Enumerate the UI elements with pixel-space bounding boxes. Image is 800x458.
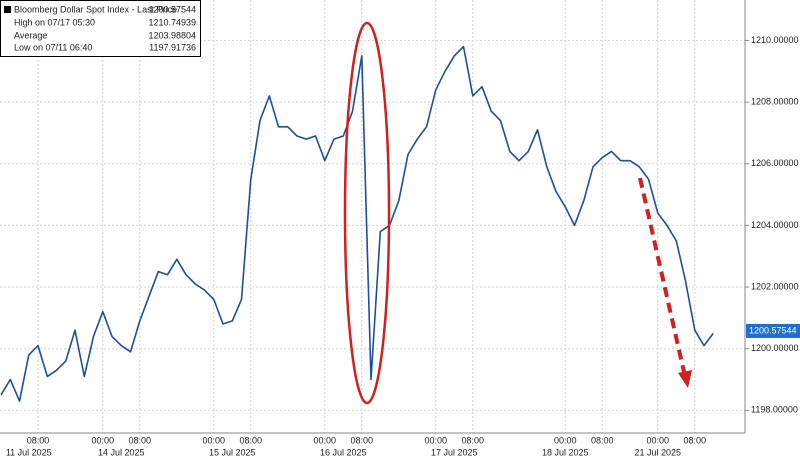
x-date-label: 14 Jul 2025 xyxy=(98,447,145,457)
y-tick-label: 1206.00000 xyxy=(751,158,799,168)
y-tick-label: 1208.00000 xyxy=(751,96,799,106)
y-tick-label: 1210.00000 xyxy=(751,35,799,45)
x-tick-label: 08:00 xyxy=(239,435,262,445)
legend-label: Low on 07/11 06:40 xyxy=(14,42,92,52)
x-tick-label: 08:00 xyxy=(350,435,373,445)
x-date-label: 17 Jul 2025 xyxy=(431,447,478,457)
legend-value: 1210.74939 xyxy=(148,17,196,27)
x-date-label: 21 Jul 2025 xyxy=(634,447,681,457)
plot xyxy=(0,45,714,402)
last-price-tag: 1200.57544 xyxy=(746,323,800,338)
highlight-ellipse xyxy=(343,21,391,405)
legend: Bloomberg Dollar Spot Index - Last Price… xyxy=(0,0,201,57)
x-date-label: 15 Jul 2025 xyxy=(209,447,256,457)
y-tick-label: 1202.00000 xyxy=(751,281,799,291)
price-line xyxy=(0,45,714,402)
legend-box xyxy=(0,0,201,57)
x-tick-label: 08:00 xyxy=(461,435,484,445)
x-tick-label: 08:00 xyxy=(591,435,614,445)
x-tick-label: 00:00 xyxy=(202,435,225,445)
y-tick-label: 1200.00000 xyxy=(751,343,799,353)
legend-value: 1197.91736 xyxy=(149,42,196,52)
x-date-label: 18 Jul 2025 xyxy=(542,447,589,457)
arrow-head xyxy=(678,370,692,388)
x-tick-label: 08:00 xyxy=(683,435,706,445)
legend-label: High on 07/17 05:30 xyxy=(14,17,95,27)
y-tick-label: 1204.00000 xyxy=(751,220,799,230)
y-tick-label: 1198.00000 xyxy=(751,405,798,415)
x-tick-label: 00:00 xyxy=(554,435,577,445)
x-tick-label: 00:00 xyxy=(313,435,336,445)
trend-arrow xyxy=(638,177,686,373)
legend-value: 1200.57544 xyxy=(148,4,196,14)
x-tick-label: 08:00 xyxy=(128,435,151,445)
x-date-label: 11 Jul 2025 xyxy=(6,447,52,457)
last-price-box xyxy=(746,323,800,338)
legend-value: 1203.98804 xyxy=(148,30,196,40)
legend-label: Average xyxy=(14,30,47,40)
x-tick-label: 00:00 xyxy=(91,435,114,445)
legend-title: Bloomberg Dollar Spot Index - Last Price xyxy=(14,4,177,14)
x-date-label: 16 Jul 2025 xyxy=(320,447,367,457)
last-price-label: 1200.57544 xyxy=(749,325,797,335)
x-tick-label: 00:00 xyxy=(646,435,669,445)
x-tick-label: 00:00 xyxy=(424,435,447,445)
legend-swatch xyxy=(4,6,11,13)
x-tick-label: 08:00 xyxy=(27,435,50,445)
